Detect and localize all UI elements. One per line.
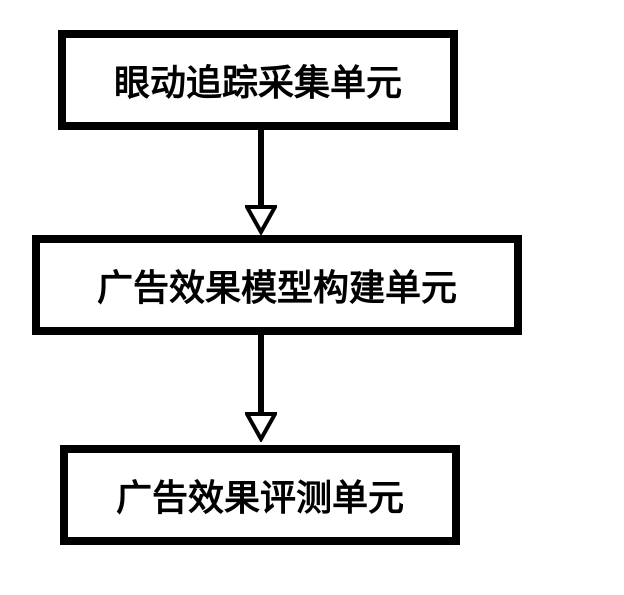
node-eye-tracking-label: 眼动追踪采集单元	[114, 54, 402, 106]
arrow-1-shaft	[258, 130, 264, 210]
chevron-down-icon	[245, 412, 277, 442]
node-eye-tracking: 眼动追踪采集单元	[58, 30, 458, 130]
arrow-1-head	[245, 205, 277, 235]
flowchart-canvas: 眼动追踪采集单元 广告效果模型构建单元 广告效果评测单元	[0, 0, 624, 595]
arrow-2-shaft	[258, 335, 264, 415]
arrow-2-head	[245, 412, 277, 442]
node-model-build-label: 广告效果模型构建单元	[97, 259, 457, 311]
node-evaluation: 广告效果评测单元	[60, 445, 460, 545]
chevron-down-icon	[245, 205, 277, 235]
node-evaluation-label: 广告效果评测单元	[116, 469, 404, 521]
node-model-build: 广告效果模型构建单元	[32, 235, 522, 335]
